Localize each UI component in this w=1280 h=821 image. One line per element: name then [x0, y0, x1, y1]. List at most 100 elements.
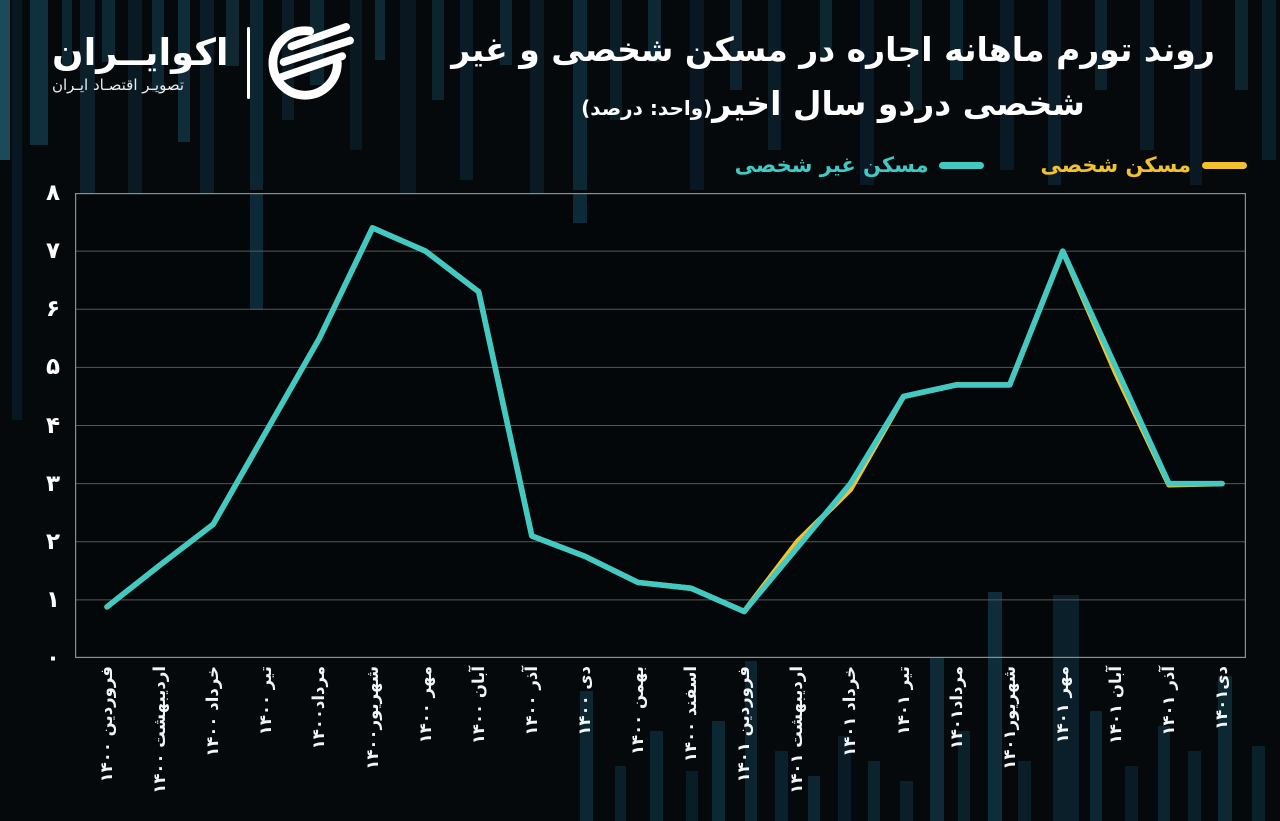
background-bar	[1053, 595, 1079, 658]
background-bar	[768, 0, 781, 150]
x-tick-label: آبان ۱۴۰۰	[468, 666, 488, 745]
x-tick-label: اردیبهشت ۱۴۰۱	[787, 666, 807, 794]
background-bar	[958, 731, 970, 821]
background-bar	[1188, 751, 1201, 821]
background-bar	[820, 0, 832, 60]
x-tick-label: اسفند ۱۴۰۰	[681, 666, 701, 763]
background-bar	[250, 0, 263, 190]
background-bar	[610, 0, 622, 120]
x-tick-label: دی ۱۴۰۰	[574, 666, 594, 736]
line-chart	[75, 193, 1247, 658]
chart-title-line-2-text: شخصی دردو سال اخیر	[712, 84, 1085, 123]
background-bar	[178, 0, 190, 142]
background-bar	[930, 658, 944, 821]
background-bar	[650, 731, 663, 821]
background-bar	[350, 0, 362, 150]
y-tick-label: ۵	[45, 354, 60, 381]
background-bar	[745, 661, 757, 821]
x-tick-label: تیر ۱۴۰۰	[256, 666, 276, 736]
background-bar	[900, 781, 913, 821]
background-bar	[1053, 658, 1079, 821]
background-bar	[500, 0, 512, 65]
x-tick-label: مرداد۱۴۰۰	[309, 666, 329, 750]
y-tick-label: ۳	[45, 470, 60, 497]
y-tick-label: ۲	[45, 528, 60, 555]
background-bar	[808, 776, 820, 821]
chart-title-line-1: روند تورم ماهانه اجاره در مسکن شخصی و غی…	[451, 30, 1215, 69]
x-tick-label: اردیبهشت ۱۴۰۰	[150, 666, 170, 794]
x-tick-label: فروردین ۱۴۰۰	[97, 666, 116, 783]
logo-divider	[246, 27, 250, 99]
background-bar	[1262, 0, 1276, 160]
background-bar	[1018, 761, 1031, 821]
brand-text-block: اکوایــران تصویـر اقتصـاد ایـران	[52, 30, 229, 95]
background-bar	[1000, 0, 1014, 170]
x-tick-label: مهر ۱۴۰۱	[1052, 666, 1072, 744]
y-tick-label: ۶	[45, 296, 60, 323]
brand-emblem-icon	[268, 22, 354, 100]
x-tick-label: مرداد۱۴۰۱	[946, 666, 966, 750]
background-bar	[910, 0, 922, 110]
background-bar	[1190, 0, 1202, 185]
plot-area	[75, 193, 1247, 658]
background-bar	[62, 0, 72, 70]
x-tick-label: دی۱۴۰۱	[1212, 666, 1232, 730]
series-line-nonpersonal	[104, 225, 1225, 615]
y-tick-label: ۰	[45, 645, 60, 671]
x-tick-label: بهمن ۱۴۰۰	[628, 666, 647, 756]
background-bar	[988, 592, 1002, 658]
background-bar	[152, 0, 164, 92]
background-bar	[730, 0, 742, 90]
background-bar	[460, 0, 473, 180]
y-tick-label: ۴	[45, 412, 60, 439]
background-bar	[1158, 726, 1170, 821]
background-bar	[30, 0, 48, 145]
x-tick-label: آبان ۱۴۰۱	[1105, 666, 1125, 745]
brand-name: اکوایــران	[52, 30, 229, 74]
x-tick-label: شهریور۱۴۰۱	[999, 666, 1019, 770]
legend-item-nonpersonal: مسکن غیر شخصی	[735, 153, 985, 177]
background-bar	[0, 0, 10, 160]
background-bar	[950, 0, 963, 80]
x-tick-label: شهریور۱۴۰۰	[362, 666, 382, 770]
background-bar	[860, 0, 874, 185]
chart-title: روند تورم ماهانه اجاره در مسکن شخصی و غی…	[400, 22, 1266, 134]
plot-border	[75, 193, 1247, 658]
background-bar	[712, 721, 725, 821]
background-bar	[80, 0, 95, 235]
background-bar	[648, 0, 661, 62]
background-bar	[226, 0, 239, 66]
background-bar	[573, 193, 587, 223]
brand-logo: اکوایــران تصویـر اقتصـاد ایـران	[52, 22, 354, 104]
legend-item-personal: مسکن شخصی	[1040, 153, 1247, 177]
background-bar	[1252, 746, 1265, 821]
background-bar	[1095, 0, 1107, 90]
background-bar	[868, 761, 880, 821]
background-bar	[775, 751, 788, 821]
background-bar	[838, 736, 851, 821]
background-bar	[102, 0, 115, 62]
background-bar	[573, 0, 587, 190]
chart-legend: مسکن شخصی مسکن غیر شخصی	[735, 153, 1247, 177]
background-bar	[1125, 766, 1138, 821]
background-bar	[1140, 0, 1154, 150]
background-bar	[432, 0, 444, 100]
background-bar	[686, 771, 698, 821]
background-bar	[12, 0, 22, 420]
background-bar	[375, 0, 385, 60]
x-tick-label: تیر ۱۴۰۱	[893, 666, 913, 736]
x-tick-label: خرداد ۱۴۰۰	[203, 666, 223, 757]
legend-label-personal: مسکن شخصی	[1040, 153, 1191, 177]
background-bar	[1235, 0, 1248, 90]
x-tick-label: خرداد ۱۴۰۱	[840, 666, 860, 757]
x-tick-label: آذر ۱۴۰۱	[1159, 666, 1178, 736]
background-bar	[690, 0, 704, 190]
background-bar	[1218, 676, 1232, 821]
brand-tagline: تصویـر اقتصـاد ایـران	[52, 76, 185, 95]
y-tick-label: ۱	[45, 586, 60, 613]
background-bar	[615, 766, 626, 821]
y-tick-label: ۷	[45, 238, 60, 265]
unit-label: (واحد: درصد)	[581, 96, 713, 120]
x-tick-label: مهر ۱۴۰۰	[415, 666, 435, 744]
